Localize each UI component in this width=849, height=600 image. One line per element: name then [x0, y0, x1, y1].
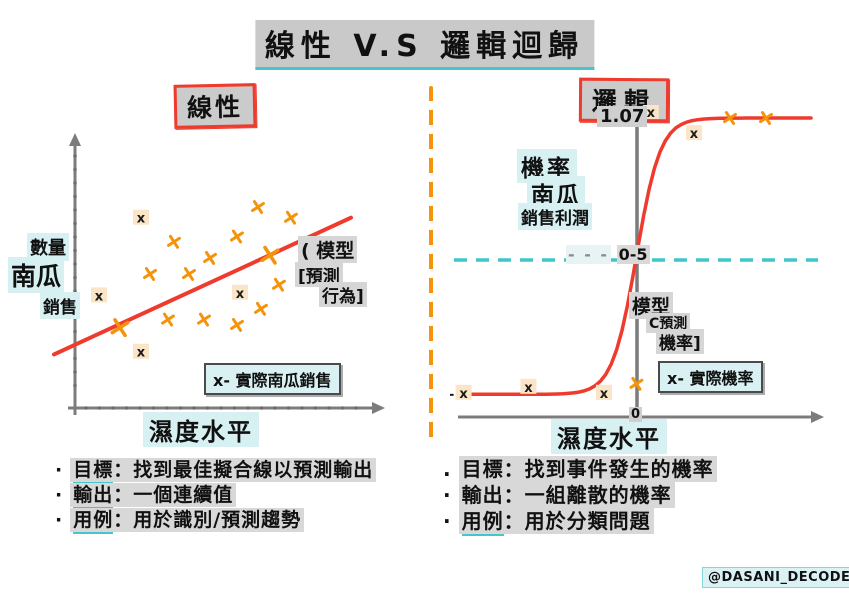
- orange-x-marker: [284, 210, 298, 225]
- orange-x-marker: [161, 312, 175, 327]
- orange-x-marker: [629, 376, 644, 391]
- note-keyword: 用例: [461, 509, 504, 536]
- marker-highlight: [686, 125, 702, 141]
- x-axis-arrow: [372, 402, 385, 414]
- orange-x-marker: [143, 267, 157, 281]
- orange-x-marker: [182, 267, 196, 281]
- note-line: . 目標：找到事件發生的機率: [443, 456, 717, 484]
- watermark: @DASANI_DECODED: [702, 567, 849, 588]
- logistic-legend: x- 實際機率: [658, 361, 763, 393]
- note-line: · 用例：用於分類問題: [443, 508, 717, 536]
- black-x-marker: x: [647, 106, 656, 121]
- threshold-label: - - - 0-5: [566, 245, 650, 264]
- bullet-dot: .: [443, 457, 452, 481]
- orange-x-marker: [272, 277, 286, 292]
- orange-x-marker: [167, 234, 181, 249]
- orange-x-marker: [110, 318, 130, 338]
- note-text: ：找到最佳擬合線以預測輸出: [113, 459, 374, 481]
- orange-x-marker: [254, 301, 268, 316]
- x-axis-arrow: [811, 411, 824, 423]
- dashed-divider-line: [429, 86, 433, 442]
- page-title: 線性 V.S 邏輯迴歸: [254, 20, 595, 70]
- orange-x-marker: [251, 200, 265, 214]
- threshold-dashes: - - -: [566, 245, 612, 264]
- logistic-model-annotation-line3: 機率]: [656, 329, 704, 354]
- note-line: · 輸出：一個連續值: [55, 483, 376, 509]
- origin-label: 0: [629, 407, 643, 422]
- orange-x-marker: [230, 317, 244, 332]
- marker-highlight: [596, 384, 612, 400]
- note-text: ：找到事件發生的機率: [503, 457, 714, 481]
- note-line: · 用例：用於識別/預測趨勢: [55, 508, 376, 534]
- black-x-marker: x: [137, 212, 146, 227]
- black-x-marker: x: [459, 387, 468, 402]
- orange-x-marker: [203, 250, 217, 265]
- bullet-dot: ·: [443, 509, 452, 533]
- logistic-top-asymptote-label: 1.07: [597, 106, 648, 127]
- note-line: · 輸出：一組離散的機率: [443, 482, 717, 510]
- bullet-dot: ·: [55, 459, 64, 481]
- black-x-marker: x: [236, 287, 245, 302]
- note-keyword: 目標: [73, 459, 114, 484]
- black-x-marker: x: [95, 289, 104, 304]
- note-text: ：用於識別/預測趨勢: [113, 509, 302, 531]
- black-x-marker: x: [524, 381, 533, 396]
- linear-ylabel-line2: 南瓜: [8, 257, 65, 293]
- logistic-notes: . 目標：找到事件發生的機率 · 輸出：一組離散的機率 · 用例：用於分類問題: [443, 456, 717, 537]
- bullet-dot: ·: [55, 484, 64, 506]
- black-x-marker: x: [137, 346, 146, 361]
- bullet-dot: ·: [443, 483, 452, 507]
- marker-highlight: [232, 284, 248, 300]
- note-line: · 目標：找到最佳擬合線以預測輸出: [55, 458, 377, 484]
- linear-ylabel-line1: 數量: [27, 233, 69, 261]
- logistic-xlabel: 濕度水平: [551, 419, 667, 454]
- note-keyword: 輸出: [73, 484, 114, 509]
- orange-x-marker: [230, 229, 244, 244]
- note-keyword: 用例: [73, 509, 114, 534]
- marker-highlight: [91, 287, 107, 303]
- orange-x-marker: [759, 111, 773, 125]
- linear-ylabel-line3: 銷售: [40, 292, 80, 319]
- threshold-value: 0-5: [616, 245, 650, 264]
- note-text: ：一組離散的機率: [503, 483, 672, 507]
- black-x-marker: x: [600, 387, 609, 402]
- orange-x-marker: [260, 245, 280, 265]
- bullet-dot: ·: [55, 509, 64, 531]
- logistic-model-annotation-line2: C預測: [646, 313, 691, 333]
- black-x-marker: x: [690, 127, 699, 142]
- marker-highlight: [455, 384, 472, 400]
- note-text: ：用於分類問題: [503, 509, 651, 533]
- logistic-ylabel-line3: 銷售利潤: [518, 203, 592, 230]
- linear-notes: · 目標：找到最佳擬合線以預測輸出 · 輸出：一個連續值 · 用例：用於識別/預測趨勢: [55, 458, 377, 536]
- note-keyword: 輸出: [461, 483, 504, 510]
- linear-model-annotation-line3: 行為]: [319, 282, 367, 307]
- note-keyword: 目標: [461, 457, 504, 484]
- linear-legend: x- 實際南瓜銷售: [204, 363, 341, 395]
- orange-x-marker: [197, 312, 211, 327]
- marker-highlight: [133, 343, 149, 359]
- linear-model-annotation-line1: ( 模型: [298, 236, 358, 263]
- y-axis-arrow: [69, 133, 81, 146]
- linear-xlabel: 濕度水平: [143, 412, 259, 447]
- logistic-regression-chart: x x x x x: [450, 105, 824, 423]
- marker-highlight: [520, 378, 537, 394]
- marker-highlight: [133, 209, 149, 225]
- linear-panel-header: 線性: [173, 83, 257, 129]
- orange-x-marker: [723, 111, 737, 125]
- note-text: ：一個連續值: [113, 484, 234, 506]
